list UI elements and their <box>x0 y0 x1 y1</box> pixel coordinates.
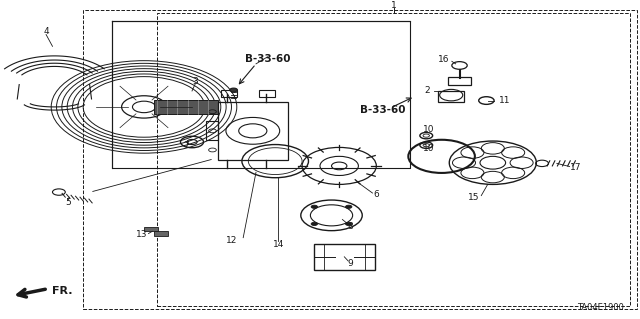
Bar <box>154 100 218 114</box>
Text: FR.: FR. <box>52 286 73 296</box>
Bar <box>438 91 464 102</box>
Bar <box>448 77 471 85</box>
Text: 6: 6 <box>374 190 379 199</box>
Text: 8: 8 <box>348 222 353 231</box>
Circle shape <box>346 222 352 226</box>
Bar <box>221 90 237 97</box>
Text: 3: 3 <box>193 77 198 86</box>
Circle shape <box>346 205 352 208</box>
Text: TA04E1900: TA04E1900 <box>577 303 624 312</box>
Bar <box>154 231 168 236</box>
Text: 5: 5 <box>66 198 71 207</box>
Text: 12: 12 <box>226 236 237 245</box>
Text: B-33-60: B-33-60 <box>360 105 406 115</box>
Bar <box>144 226 158 231</box>
Text: 17: 17 <box>570 163 582 172</box>
Text: 11: 11 <box>499 96 511 105</box>
Bar <box>314 244 375 270</box>
Bar <box>259 90 275 97</box>
Circle shape <box>311 222 317 226</box>
Bar <box>83 10 637 309</box>
Text: 4: 4 <box>44 27 49 36</box>
Text: 9: 9 <box>348 259 353 268</box>
Text: 10: 10 <box>423 144 435 153</box>
Text: 15: 15 <box>468 193 479 202</box>
Circle shape <box>230 88 237 92</box>
Text: 13: 13 <box>136 230 147 239</box>
Text: 2: 2 <box>425 86 430 95</box>
Text: 1: 1 <box>391 1 396 10</box>
Circle shape <box>311 205 317 208</box>
Bar <box>206 121 218 140</box>
Text: 7: 7 <box>183 141 189 150</box>
Text: 10: 10 <box>423 125 435 134</box>
Text: 16: 16 <box>438 55 450 63</box>
Text: B-33-60: B-33-60 <box>244 54 291 64</box>
Bar <box>324 244 365 270</box>
Bar <box>218 102 288 160</box>
Bar <box>157 13 630 306</box>
Text: 14: 14 <box>273 240 284 249</box>
